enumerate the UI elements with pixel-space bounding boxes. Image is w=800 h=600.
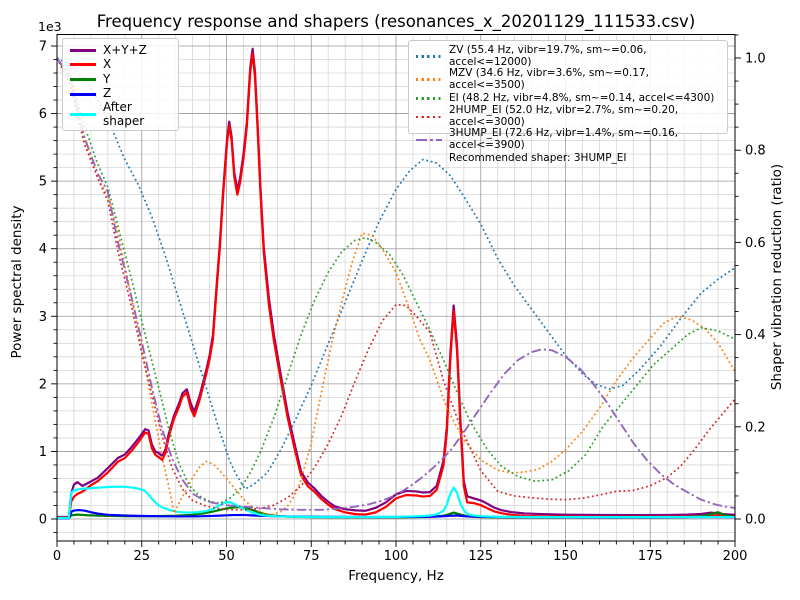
y-line-swatch-icon <box>70 77 96 81</box>
zv-line-swatch-icon <box>416 55 442 58</box>
legend-psd-item-after-shaper: After shaper <box>70 101 171 127</box>
svg-text:0.0: 0.0 <box>745 513 766 528</box>
legend-shapers-label-2hump-ei: 2HUMP_EI (52.0 Hz, vibr=2.7%, sm~=0.20, … <box>449 104 679 128</box>
legend-shapers-label-3hump-ei: 3HUMP_EI (72.6 Hz, vibr=1.4%, sm~=0.16, … <box>449 127 679 152</box>
axis-ticks <box>51 34 741 547</box>
y-axis-right-label: Shaper vibration reduction (ratio) <box>769 163 785 391</box>
svg-text:4: 4 <box>39 242 47 257</box>
legend-shapers-footer: Recommended shaper: 3HUMP_EI <box>449 151 627 164</box>
legend-psd-item-x: X <box>70 58 171 73</box>
svg-text:0: 0 <box>39 513 47 528</box>
svg-text:25: 25 <box>133 549 150 564</box>
2hump-ei-line-swatch-icon <box>416 115 442 119</box>
svg-text:6: 6 <box>39 107 47 122</box>
svg-text:0.4: 0.4 <box>745 328 766 343</box>
x-line-swatch-icon <box>70 63 96 67</box>
svg-text:5: 5 <box>39 175 47 190</box>
x-y-z-line-swatch-icon <box>70 48 96 52</box>
svg-text:150: 150 <box>553 549 578 564</box>
svg-text:3: 3 <box>39 310 47 325</box>
svg-text:0.6: 0.6 <box>745 236 766 251</box>
svg-text:75: 75 <box>303 549 320 564</box>
svg-text:1: 1 <box>39 445 47 460</box>
y-axis-left-label: Power spectral density <box>9 205 25 359</box>
legend-psd: X+Y+Z X Y Z After shaper <box>62 38 179 131</box>
svg-text:125: 125 <box>468 549 493 564</box>
legend-psd-item-x-y-z: X+Y+Z <box>70 43 171 58</box>
svg-text:50: 50 <box>218 549 235 564</box>
svg-text:100: 100 <box>384 549 409 564</box>
svg-text:7: 7 <box>39 40 47 55</box>
3hump-ei-line-swatch-icon <box>416 138 442 142</box>
after-shaper-line-swatch-icon <box>70 113 96 117</box>
legend-psd-label-after-shaper: After shaper <box>103 100 145 128</box>
legend-shapers-label-ei: EI (48.2 Hz, vibr=4.8%, sm~=0.14, accel<… <box>449 91 715 104</box>
x-axis-label: Frequency, Hz <box>348 568 444 584</box>
axis-tick-labels: 0 25 50 75 100 125 150 175 200 0 1 2 3 4 5 6 7 0.0 0.2 0.4 0… <box>39 40 766 564</box>
svg-text:1.0: 1.0 <box>745 52 766 67</box>
legend-shapers: ZV (55.4 Hz, vibr=19.7%, sm~=0.06, accel… <box>408 40 728 164</box>
svg-text:200: 200 <box>723 549 748 564</box>
legend-psd-label-x: X <box>103 57 112 72</box>
legend-shapers-label-mzv: MZV (34.6 Hz, vibr=3.6%, sm~=0.17, accel… <box>449 67 649 91</box>
svg-text:0: 0 <box>53 549 61 564</box>
legend-shapers-item-2hump-ei: 2HUMP_EI (52.0 Hz, vibr=2.7%, sm~=0.20, … <box>416 105 720 128</box>
svg-text:0.8: 0.8 <box>745 144 766 159</box>
curve-2hump-ei <box>57 57 735 511</box>
mzv-line-swatch-icon <box>416 78 442 81</box>
curves <box>57 47 735 520</box>
legend-psd-item-y: Y <box>70 72 171 87</box>
legend-psd-item-z: Z <box>70 87 171 102</box>
legend-psd-label-z: Z <box>103 86 112 101</box>
legend-shapers-item-mzv: MZV (34.6 Hz, vibr=3.6%, sm~=0.17, accel… <box>416 67 720 91</box>
ei-line-swatch-icon <box>416 96 442 100</box>
curve-zv <box>57 57 735 490</box>
legend-psd-label-x-y-z: X+Y+Z <box>103 42 147 57</box>
svg-text:2: 2 <box>39 377 47 392</box>
legend-shapers-item-zv: ZV (55.4 Hz, vibr=19.7%, sm~=0.06, accel… <box>416 44 720 68</box>
curve-ei <box>57 57 735 505</box>
legend-psd-label-y: Y <box>103 71 111 86</box>
legend-shapers-label-zv: ZV (55.4 Hz, vibr=19.7%, sm~=0.06, accel… <box>449 44 647 68</box>
svg-text:175: 175 <box>638 549 663 564</box>
legend-shapers-item-3hump-ei: 3HUMP_EI (72.6 Hz, vibr=1.4%, sm~=0.16, … <box>416 128 720 151</box>
svg-text:0.2: 0.2 <box>745 420 766 435</box>
legend-shapers-item-ei: EI (48.2 Hz, vibr=4.8%, sm~=0.14, accel<… <box>416 91 720 105</box>
chart-title: Frequency response and shapers (resonanc… <box>96 12 696 31</box>
curve-after-shaper <box>57 485 735 520</box>
y-axis-offset-text: 1e3 <box>38 19 62 34</box>
curve-x <box>57 52 735 519</box>
curve-3hump-ei <box>57 57 735 511</box>
z-line-swatch-icon <box>70 92 96 96</box>
